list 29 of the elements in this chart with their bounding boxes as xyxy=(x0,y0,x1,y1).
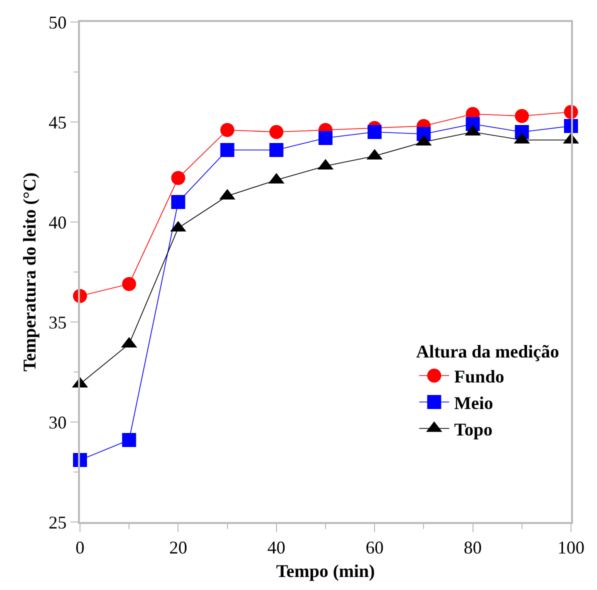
y-tick-label: 30 xyxy=(48,412,67,432)
x-axis-title: Tempo (min) xyxy=(276,560,375,581)
point xyxy=(318,131,332,145)
point xyxy=(220,143,234,157)
y-tick-label: 45 xyxy=(48,112,67,132)
y-tick-label: 25 xyxy=(48,512,67,532)
x-tick-label: 100 xyxy=(558,537,584,558)
point xyxy=(220,123,234,137)
legend-label: Topo xyxy=(454,419,493,440)
legend-label: Fundo xyxy=(454,366,504,387)
point xyxy=(171,171,186,185)
x-tick-label: 40 xyxy=(267,537,286,558)
legend-label: Meio xyxy=(454,393,494,414)
x-tick-label: 0 xyxy=(76,537,84,558)
point xyxy=(368,125,382,139)
point xyxy=(122,433,136,447)
x-tick-label: 20 xyxy=(169,537,188,558)
point xyxy=(269,125,284,139)
x-tick-label: 60 xyxy=(366,537,384,558)
x-tick-label: 80 xyxy=(464,537,482,558)
y-axis-title: Temperatura do leito (°C) xyxy=(19,172,40,372)
point xyxy=(171,195,186,209)
legend-title: Altura da medição xyxy=(416,341,560,362)
y-tick-label: 35 xyxy=(48,312,67,332)
y-tick-label: 40 xyxy=(48,212,67,232)
point xyxy=(514,109,529,123)
point xyxy=(269,143,284,157)
point xyxy=(122,277,136,291)
y-tick-label: 50 xyxy=(48,12,67,32)
